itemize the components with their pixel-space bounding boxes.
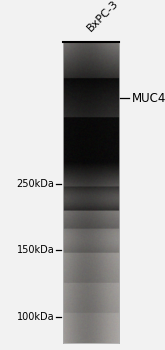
Text: 150kDa: 150kDa <box>17 245 54 255</box>
Text: 100kDa: 100kDa <box>17 312 54 322</box>
Text: BxPC-3: BxPC-3 <box>85 0 120 33</box>
Text: 250kDa: 250kDa <box>16 179 54 189</box>
Text: MUC4: MUC4 <box>132 91 165 105</box>
